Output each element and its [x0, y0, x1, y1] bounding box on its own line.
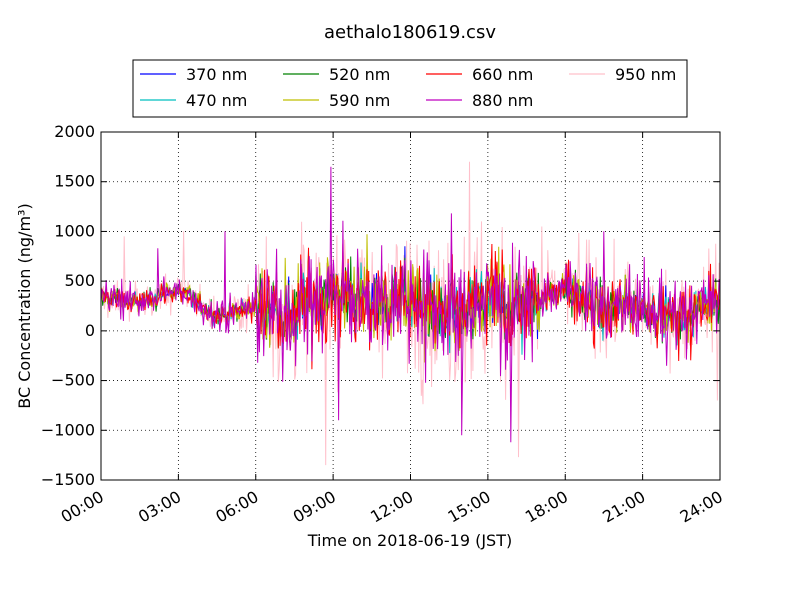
legend-label: 880 nm	[472, 91, 533, 110]
x-tick-label: 21:00	[599, 487, 648, 527]
x-tick-label: 03:00	[135, 487, 184, 527]
y-tick-label: 2000	[54, 122, 95, 141]
y-tick-label: −500	[51, 371, 95, 390]
legend-label: 470 nm	[186, 91, 247, 110]
series-line	[100, 243, 721, 370]
y-tick-label: 500	[64, 271, 95, 290]
y-tick-label: 1000	[54, 221, 95, 240]
legend: 370 nm 470 nm 520 nm 590 nm 660 nm 880 nm 950 …	[132, 59, 688, 118]
series-lines	[100, 161, 721, 466]
y-axis: −1500 −1000 −500 0 500 1000 1500 2000	[41, 122, 720, 489]
x-tick-label: 18:00	[522, 487, 571, 527]
y-tick-label: 1500	[54, 172, 95, 191]
legend-box	[132, 59, 688, 118]
y-tick-label: −1500	[41, 470, 95, 489]
x-tick-label: 12:00	[367, 487, 416, 527]
y-tick-label: 0	[85, 321, 95, 340]
x-tick-label: 00:00	[58, 487, 107, 527]
chart-title: aethalo180619.csv	[324, 22, 496, 43]
y-axis-label: BC Concentration (ng/m³)	[15, 203, 34, 408]
legend-label: 520 nm	[329, 65, 390, 84]
x-tick-label: 15:00	[444, 487, 493, 527]
legend-label: 950 nm	[615, 65, 676, 84]
x-tick-label: 06:00	[212, 487, 261, 527]
plot-area	[100, 131, 721, 481]
legend-label: 590 nm	[329, 91, 390, 110]
legend-label: 660 nm	[472, 65, 533, 84]
x-axis-label: Time on 2018-06-19 (JST)	[307, 531, 512, 550]
series-line	[100, 166, 721, 443]
y-tick-label: −1000	[41, 420, 95, 439]
legend-label: 370 nm	[186, 65, 247, 84]
x-tick-label: 09:00	[290, 487, 339, 527]
x-tick-label: 24:00	[677, 487, 726, 527]
